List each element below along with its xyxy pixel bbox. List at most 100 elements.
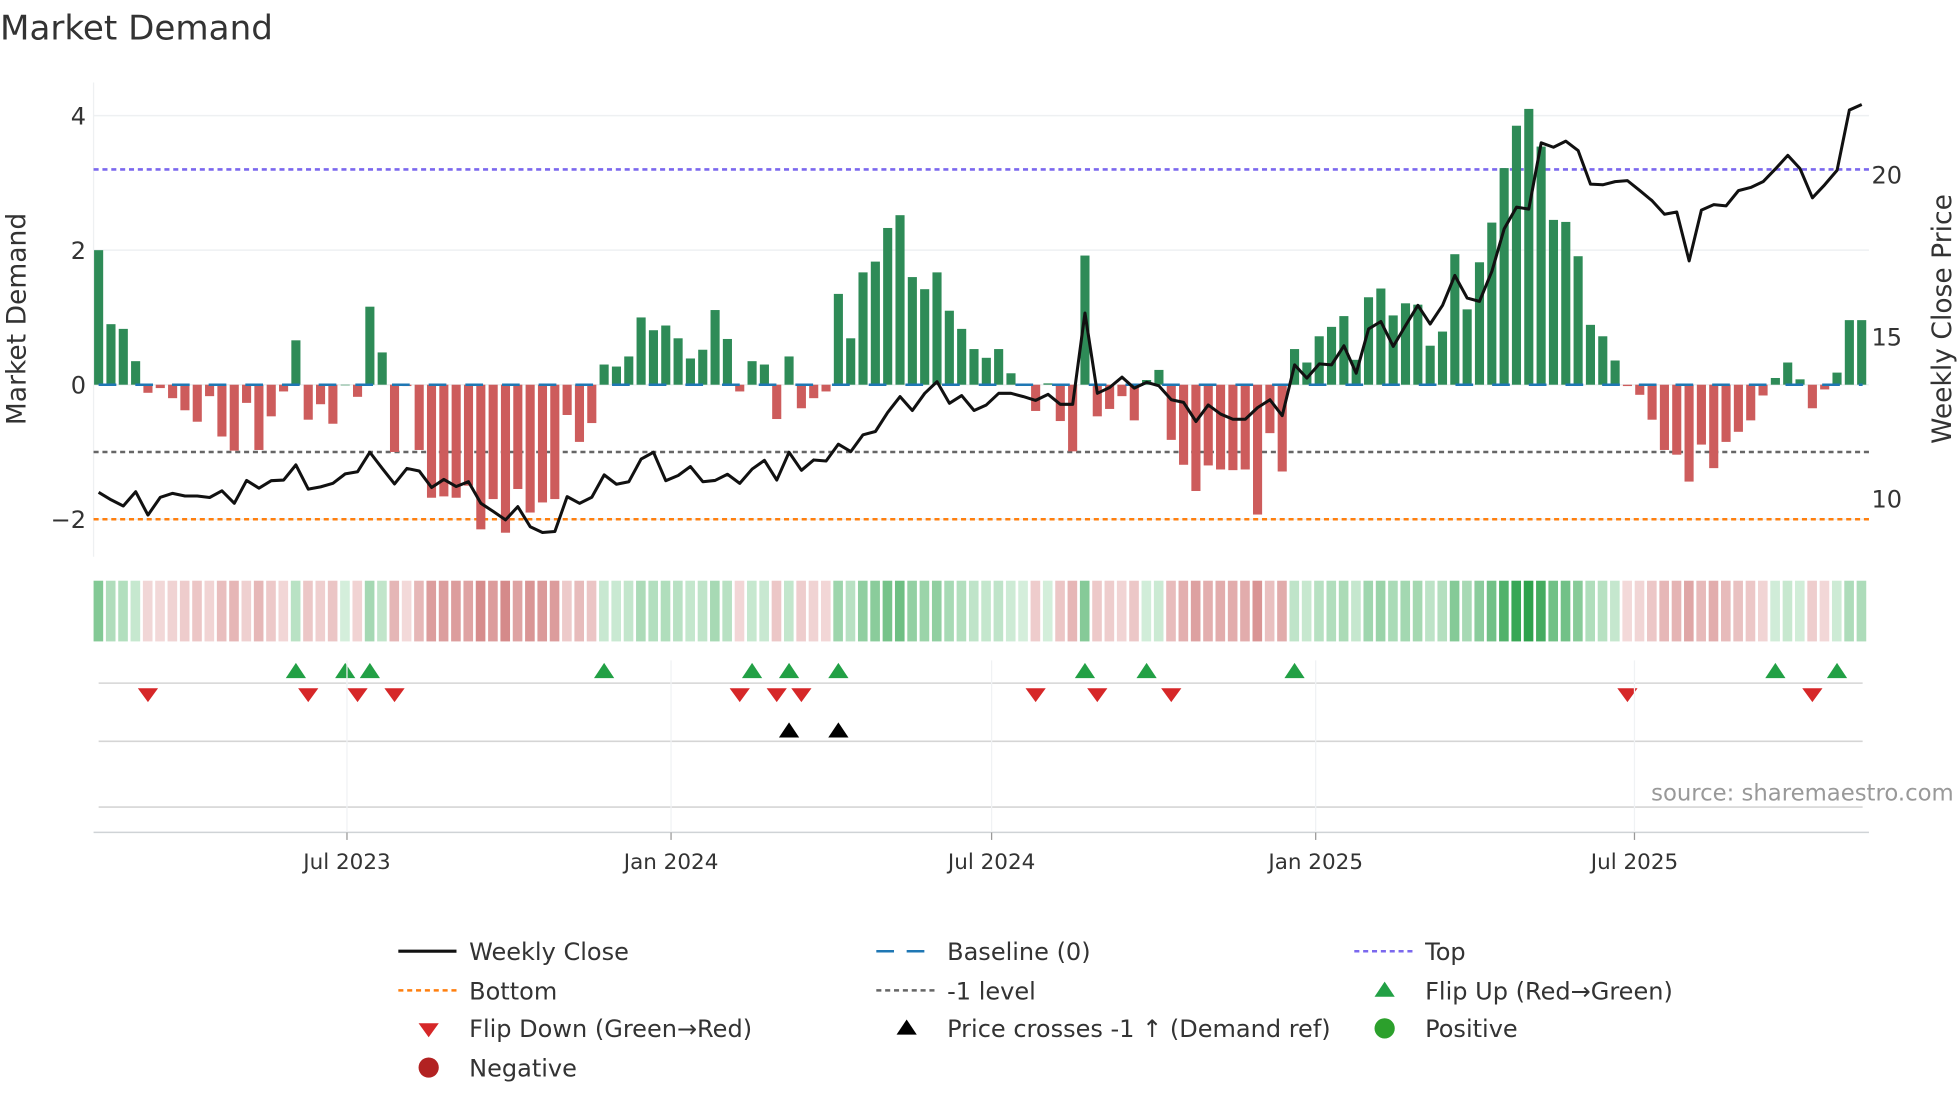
heat-cell xyxy=(1794,580,1805,642)
legend-flip-down-icon xyxy=(418,1023,439,1038)
left-tick-label: −2 xyxy=(51,506,86,534)
demand-bar-negative xyxy=(168,384,178,399)
demand-bar-positive xyxy=(1783,362,1793,385)
heat-cell xyxy=(1412,580,1423,642)
heat-cell xyxy=(1018,580,1028,642)
price-cross-marker xyxy=(828,722,849,738)
heat-cell xyxy=(1573,580,1583,642)
legend-flip-up-icon xyxy=(1374,981,1395,997)
demand-bar-positive xyxy=(1326,326,1337,385)
demand-bar-positive xyxy=(1598,336,1608,385)
heat-cell xyxy=(1314,580,1324,642)
demand-bar-negative xyxy=(439,384,449,497)
flip-up-marker xyxy=(778,662,800,679)
heat-cell xyxy=(1203,580,1213,642)
heat-cell xyxy=(1116,580,1127,642)
heat-cell xyxy=(1129,580,1139,642)
demand-bar-positive xyxy=(1302,362,1312,385)
demand-bar-positive xyxy=(784,356,794,385)
flip-up-marker xyxy=(1765,662,1786,679)
heat-cell xyxy=(290,580,301,642)
heat-cell xyxy=(1375,580,1386,642)
heat-cell xyxy=(216,580,227,642)
heat-cell xyxy=(734,580,745,642)
flip-down-marker xyxy=(1802,688,1823,703)
demand-bar-negative xyxy=(1203,384,1213,466)
heat-cell xyxy=(784,580,794,642)
heat-cell xyxy=(944,580,954,642)
demand-bar-positive xyxy=(94,250,104,385)
demand-bar-negative xyxy=(1659,384,1669,450)
heat-cell xyxy=(352,580,363,642)
demand-bar-negative xyxy=(1635,384,1645,395)
flip-down-marker xyxy=(1025,688,1046,703)
demand-bar-negative xyxy=(772,384,782,420)
heat-cell xyxy=(1647,580,1657,642)
right-axis-label: Weekly Close Price xyxy=(1927,194,1958,444)
heat-cell xyxy=(586,580,597,642)
demand-bar-negative xyxy=(352,384,363,397)
demand-bar-positive xyxy=(1573,256,1583,385)
demand-bar-negative xyxy=(143,384,153,393)
heat-cell xyxy=(993,580,1004,642)
flip-down-marker xyxy=(347,688,368,703)
demand-bar-negative xyxy=(513,384,523,489)
heat-cell xyxy=(105,580,116,642)
demand-bar-negative xyxy=(1684,384,1694,482)
legend-label: -1 level xyxy=(947,977,1036,1005)
heat-cell xyxy=(1277,580,1287,642)
heat-cell xyxy=(1030,580,1041,642)
demand-bar-positive xyxy=(1536,146,1546,385)
demand-bars xyxy=(94,108,1867,533)
heat-cell xyxy=(142,580,153,642)
heat-cell xyxy=(1548,580,1559,642)
heat-cell xyxy=(1831,580,1842,642)
demand-bar-negative xyxy=(809,384,819,399)
demand-bar-negative xyxy=(1179,384,1189,465)
heat-cell xyxy=(266,580,276,642)
heat-cell xyxy=(1536,580,1546,642)
demand-bar-negative xyxy=(1758,384,1768,396)
flip-up-marker xyxy=(1074,662,1096,679)
demand-bar-positive xyxy=(1154,369,1164,385)
demand-bar-positive xyxy=(1363,297,1374,385)
demand-bar-positive xyxy=(1795,379,1805,385)
heat-cell xyxy=(389,580,400,642)
demand-bar-positive xyxy=(759,364,769,385)
demand-bar-negative xyxy=(1622,384,1632,387)
demand-bar-positive xyxy=(340,384,350,386)
demand-bar-positive xyxy=(131,361,141,385)
demand-bar-negative xyxy=(1117,384,1127,397)
heat-cell xyxy=(1326,580,1337,642)
demand-bar-positive xyxy=(1561,221,1571,385)
x-tick-label: Jul 2025 xyxy=(1589,850,1678,875)
heat-cell xyxy=(241,580,252,642)
demand-bar-negative xyxy=(574,384,585,442)
heat-cell xyxy=(747,580,757,642)
event-markers xyxy=(137,662,1848,1038)
heat-cell xyxy=(771,580,782,642)
demand-bar-positive xyxy=(1006,373,1016,385)
flip-down-marker xyxy=(766,688,787,703)
reference-lines xyxy=(93,168,1869,521)
heat-cell xyxy=(1141,580,1152,642)
heat-cell xyxy=(475,580,486,642)
heat-cell xyxy=(636,580,646,642)
heat-cell xyxy=(1264,580,1275,642)
demand-bar-positive xyxy=(599,364,609,385)
demand-bar-negative xyxy=(266,384,276,417)
flip-up-marker xyxy=(741,662,763,679)
demand-bar-positive xyxy=(907,277,917,385)
demand-bar-positive xyxy=(920,289,930,385)
heat-cell xyxy=(512,580,523,642)
heat-cell xyxy=(1721,580,1731,642)
demand-bar-positive xyxy=(1425,345,1435,385)
demand-bar-negative xyxy=(1092,384,1102,417)
demand-bar-positive xyxy=(1376,288,1386,385)
demand-bar-positive xyxy=(1857,320,1867,385)
heat-cell xyxy=(327,580,338,642)
legend-negative-icon xyxy=(418,1057,439,1078)
heat-cell xyxy=(118,580,128,642)
heat-cell xyxy=(660,580,671,642)
flip-up-marker xyxy=(1136,662,1157,679)
